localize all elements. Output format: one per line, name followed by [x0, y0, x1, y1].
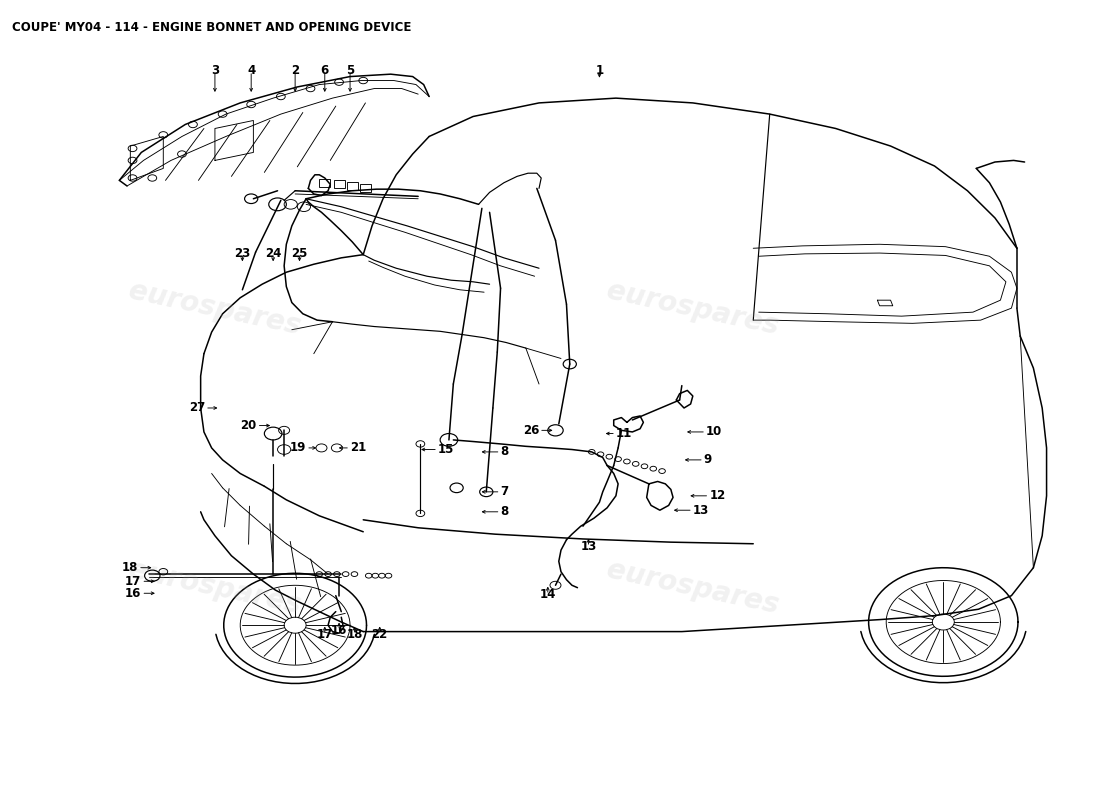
Text: 27: 27 [189, 402, 205, 414]
Text: 13: 13 [693, 504, 710, 517]
Text: 8: 8 [500, 506, 509, 518]
Bar [319, 178, 330, 186]
Text: COUPE' MY04 - 114 - ENGINE BONNET AND OPENING DEVICE: COUPE' MY04 - 114 - ENGINE BONNET AND OP… [12, 21, 411, 34]
Text: 17: 17 [125, 574, 141, 588]
Text: eurospares: eurospares [126, 276, 304, 340]
Text: 9: 9 [704, 454, 712, 466]
Text: 22: 22 [372, 628, 388, 642]
Text: 25: 25 [292, 246, 308, 259]
Text: 19: 19 [289, 442, 306, 454]
Text: 6: 6 [321, 65, 329, 78]
Text: 1: 1 [595, 65, 604, 78]
Text: 3: 3 [211, 65, 219, 78]
Text: eurospares: eurospares [604, 556, 782, 620]
Text: 5: 5 [345, 65, 354, 78]
Text: 8: 8 [500, 446, 509, 458]
Text: 24: 24 [265, 246, 282, 259]
Text: 23: 23 [234, 246, 251, 259]
Text: 11: 11 [616, 427, 632, 440]
Bar [346, 182, 358, 190]
Text: 20: 20 [241, 419, 256, 432]
Text: 18: 18 [346, 628, 363, 642]
Text: 10: 10 [706, 426, 723, 438]
Text: eurospares: eurospares [126, 556, 304, 620]
Text: 16: 16 [331, 624, 348, 638]
Text: 26: 26 [522, 424, 539, 437]
Text: eurospares: eurospares [604, 276, 782, 340]
Text: 15: 15 [438, 443, 454, 456]
Text: 4: 4 [248, 65, 255, 78]
Text: 18: 18 [122, 562, 138, 574]
Text: 7: 7 [500, 486, 508, 498]
Text: 13: 13 [581, 541, 596, 554]
Text: 17: 17 [317, 628, 333, 642]
Bar [360, 183, 371, 191]
Text: 16: 16 [125, 586, 141, 600]
Bar [333, 180, 344, 188]
Text: 14: 14 [540, 588, 556, 602]
Text: 2: 2 [292, 65, 299, 78]
Text: 12: 12 [710, 490, 726, 502]
Text: 21: 21 [350, 442, 366, 454]
